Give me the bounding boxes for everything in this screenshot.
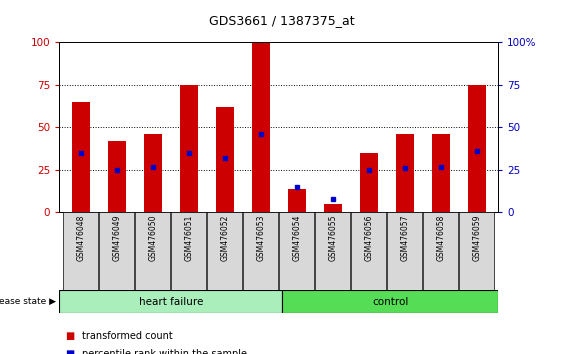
Text: GDS3661 / 1387375_at: GDS3661 / 1387375_at <box>209 14 354 27</box>
Text: GSM476051: GSM476051 <box>184 215 193 261</box>
FancyBboxPatch shape <box>207 212 242 290</box>
FancyBboxPatch shape <box>315 212 350 290</box>
Text: GSM476059: GSM476059 <box>472 215 481 261</box>
Text: GSM476057: GSM476057 <box>400 215 409 261</box>
Bar <box>180 85 198 212</box>
Bar <box>432 134 450 212</box>
Bar <box>72 102 90 212</box>
FancyBboxPatch shape <box>100 212 134 290</box>
Text: transformed count: transformed count <box>82 331 172 341</box>
Bar <box>288 189 306 212</box>
Bar <box>468 85 486 212</box>
Text: control: control <box>372 297 409 307</box>
Text: GSM476052: GSM476052 <box>220 215 229 261</box>
Bar <box>360 153 378 212</box>
Text: GSM476050: GSM476050 <box>148 215 157 261</box>
FancyBboxPatch shape <box>423 212 458 290</box>
Bar <box>216 107 234 212</box>
FancyBboxPatch shape <box>459 212 494 290</box>
Text: GSM476048: GSM476048 <box>76 215 85 261</box>
Text: GSM476053: GSM476053 <box>256 215 265 261</box>
FancyBboxPatch shape <box>282 290 498 313</box>
Bar <box>252 42 270 212</box>
Text: percentile rank within the sample: percentile rank within the sample <box>82 349 247 354</box>
FancyBboxPatch shape <box>171 212 206 290</box>
FancyBboxPatch shape <box>279 212 314 290</box>
Text: ■: ■ <box>65 349 74 354</box>
Text: disease state ▶: disease state ▶ <box>0 297 56 306</box>
Text: ■: ■ <box>65 331 74 341</box>
Text: GSM476058: GSM476058 <box>436 215 445 261</box>
Bar <box>396 134 414 212</box>
Text: GSM476049: GSM476049 <box>112 215 121 261</box>
FancyBboxPatch shape <box>64 212 98 290</box>
Text: heart failure: heart failure <box>138 297 203 307</box>
Bar <box>324 204 342 212</box>
FancyBboxPatch shape <box>243 212 278 290</box>
FancyBboxPatch shape <box>59 290 282 313</box>
Bar <box>144 134 162 212</box>
FancyBboxPatch shape <box>387 212 422 290</box>
FancyBboxPatch shape <box>351 212 386 290</box>
FancyBboxPatch shape <box>136 212 170 290</box>
Text: GSM476055: GSM476055 <box>328 215 337 261</box>
Text: GSM476054: GSM476054 <box>292 215 301 261</box>
Bar <box>108 141 126 212</box>
Text: GSM476056: GSM476056 <box>364 215 373 261</box>
